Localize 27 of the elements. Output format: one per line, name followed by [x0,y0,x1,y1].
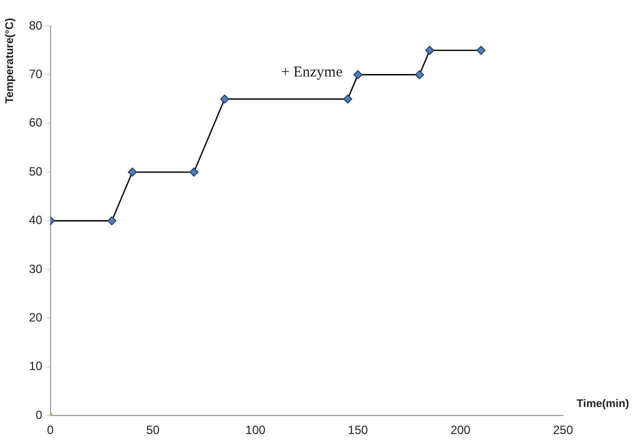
y-tick-label: 70 [28,67,43,82]
y-axis-title: Temperature(°C) [4,18,16,104]
x-tick-label: 250 [552,423,574,438]
y-tick-label: 60 [28,116,43,130]
y-tick-label: 10 [28,359,43,374]
point [425,46,434,55]
x-axis-title: Time(min) [576,398,630,410]
point [414,70,424,80]
x-tick-label: 0 [47,423,54,438]
y-tick-label: 30 [28,262,43,276]
point [189,168,198,177]
y-tick-label: 0 [36,408,43,422]
y-tick-label: 50 [28,164,43,178]
point [128,168,137,177]
x-tick-label: 50 [146,423,160,438]
point [343,94,352,104]
y-tick-label: 40 [28,213,43,228]
y-tick-label: 80 [28,18,43,32]
point [353,70,362,80]
y-tick-label: 20 [28,310,43,325]
point [107,216,116,226]
point [220,94,230,104]
annotation: + Enzyme [281,64,343,81]
x-tick-label: 100 [245,423,266,438]
x-tick-label: 200 [450,423,471,438]
point [476,46,486,55]
x-tick-label: 150 [348,423,368,438]
